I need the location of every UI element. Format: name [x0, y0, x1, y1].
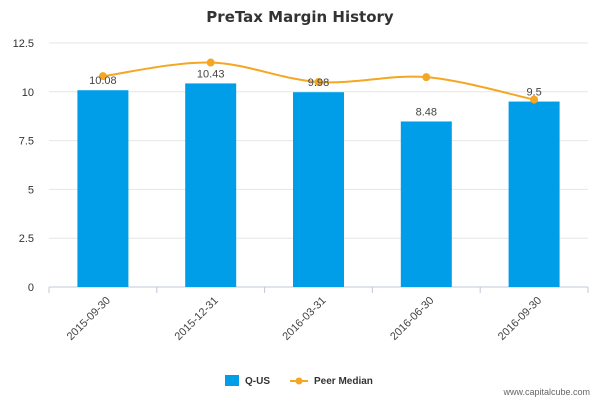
y-axis: 0 2.5 5 7.5 10 12.5	[13, 38, 34, 294]
y-tick-label: 5	[28, 184, 34, 196]
legend-label-q-us[interactable]: Q-US	[245, 376, 270, 387]
legend-label-peer-median[interactable]: Peer Median	[314, 376, 373, 387]
legend-swatch-peer-median-marker[interactable]	[295, 377, 303, 385]
y-tick-label: 12.5	[13, 38, 34, 50]
bar[interactable]	[185, 83, 237, 287]
y-tick-label: 10	[22, 87, 34, 99]
bar[interactable]	[400, 121, 452, 287]
bar-value-label: 10.43	[197, 68, 225, 80]
x-tick-label: 2015-12-31	[173, 295, 221, 343]
x-tick-label: 2016-09-30	[496, 295, 544, 343]
peer-median-point[interactable]	[206, 58, 215, 67]
legend-swatch-q-us[interactable]	[225, 375, 239, 386]
credit-text: www.capitalcube.com	[502, 387, 590, 397]
x-tick-label: 2015-09-30	[65, 295, 113, 343]
x-axis: 2015-09-30 2015-12-31 2016-03-31 2016-06-30…	[48, 287, 589, 343]
x-tick-label: 2016-06-30	[388, 295, 436, 343]
data-labels: 10.08 10.43 9.98 8.48 9.5	[89, 68, 542, 118]
y-tick-label: 0	[28, 282, 34, 294]
y-tick-label: 7.5	[19, 136, 34, 148]
bar-value-label: 9.98	[308, 77, 329, 89]
legend: Q-US Peer Median	[225, 375, 373, 387]
peer-median-point[interactable]	[530, 95, 539, 104]
peer-median-point[interactable]	[422, 73, 431, 82]
peer-median-point[interactable]	[314, 78, 323, 87]
bar[interactable]	[508, 101, 560, 287]
peer-median-point[interactable]	[98, 72, 107, 81]
bar-value-label: 10.08	[89, 75, 117, 87]
bar[interactable]	[293, 92, 344, 287]
x-tick-label: 2016-03-31	[280, 295, 328, 343]
line-series	[98, 58, 539, 104]
bar-value-label: 8.48	[416, 106, 437, 118]
y-tick-label: 2.5	[19, 233, 34, 245]
bar-series	[77, 83, 560, 287]
chart-title: PreTax Margin History	[206, 8, 394, 26]
bar-value-label: 9.5	[526, 87, 541, 99]
bar[interactable]	[77, 90, 129, 287]
